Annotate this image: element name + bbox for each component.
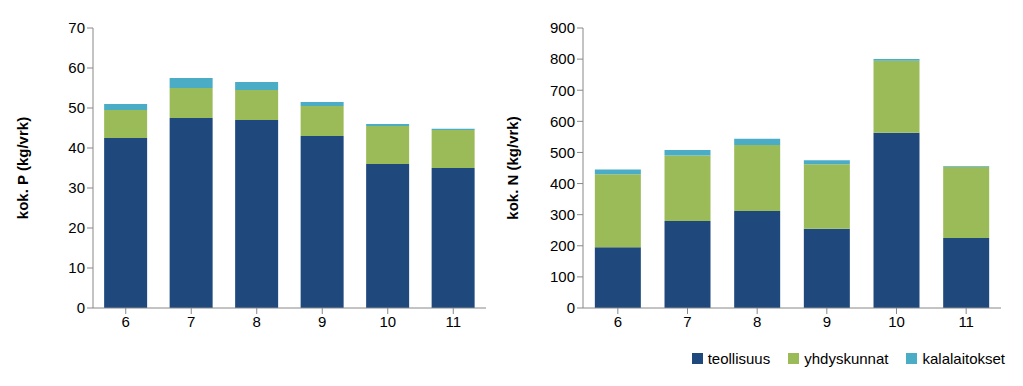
svg-text:6: 6: [614, 313, 622, 330]
svg-text:30: 30: [68, 179, 85, 196]
svg-text:60: 60: [68, 59, 85, 76]
svg-text:kok. N (kg/vrk): kok. N (kg/vrk): [504, 116, 521, 219]
svg-text:200: 200: [550, 237, 575, 254]
svg-text:7: 7: [683, 313, 691, 330]
svg-text:10: 10: [888, 313, 905, 330]
svg-text:11: 11: [445, 313, 461, 330]
svg-text:70: 70: [68, 19, 85, 36]
svg-text:800: 800: [550, 50, 575, 67]
svg-text:20: 20: [68, 219, 85, 236]
svg-text:0: 0: [567, 299, 575, 316]
svg-text:400: 400: [550, 175, 575, 192]
svg-text:50: 50: [68, 99, 85, 116]
svg-text:7: 7: [187, 313, 195, 330]
svg-text:10: 10: [379, 313, 396, 330]
svg-text:11: 11: [958, 313, 974, 330]
svg-text:8: 8: [753, 313, 761, 330]
svg-text:40: 40: [68, 139, 85, 156]
svg-text:kok. P (kg/vrk): kok. P (kg/vrk): [14, 117, 31, 219]
svg-text:100: 100: [550, 268, 575, 285]
svg-text:0: 0: [77, 299, 85, 316]
svg-text:900: 900: [550, 19, 575, 36]
html-text:yhdyskunnat: yhdyskunnat: [804, 350, 889, 367]
svg-text:8: 8: [253, 313, 261, 330]
svg-text:300: 300: [550, 206, 575, 223]
svg-text:9: 9: [823, 313, 831, 330]
html-text:teollisuus: teollisuus: [707, 350, 771, 367]
svg-text:6: 6: [122, 313, 130, 330]
svg-text:500: 500: [550, 144, 575, 161]
svg-text:600: 600: [550, 113, 575, 130]
html-text:kalalaitokset: kalalaitokset: [922, 350, 1005, 367]
svg-text:700: 700: [550, 82, 575, 99]
svg-text:10: 10: [68, 259, 85, 276]
svg-text:9: 9: [318, 313, 326, 330]
